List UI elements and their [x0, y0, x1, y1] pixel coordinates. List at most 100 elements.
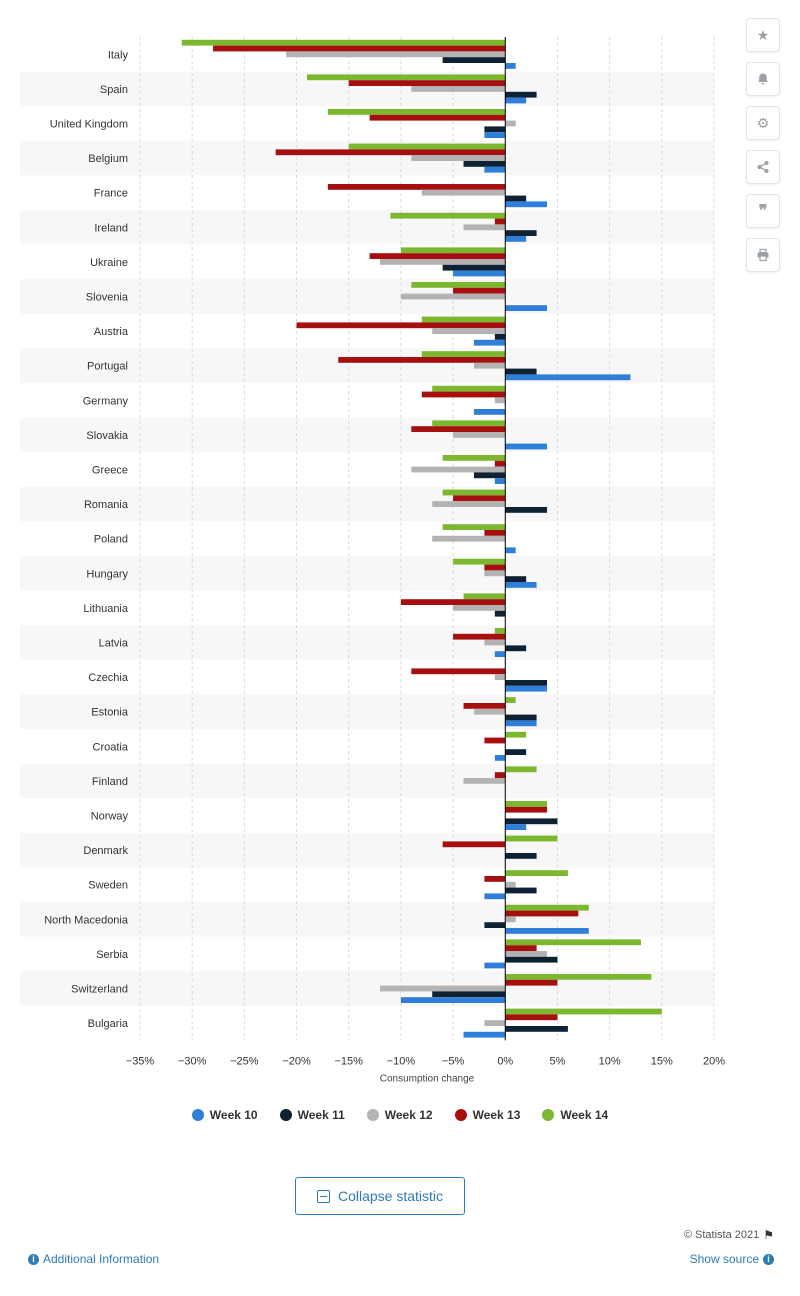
row-band	[20, 417, 714, 453]
legend-item-week-11[interactable]: Week 11	[276, 1108, 349, 1122]
bar-week-10-spain	[505, 97, 527, 104]
bar-week-13-czechia	[411, 668, 506, 675]
bar-week-13-ukraine	[369, 253, 506, 259]
bar-week-10-austria	[473, 339, 506, 346]
bar-week-14-greece	[442, 455, 506, 461]
collapse-statistic-button[interactable]: Collapse statistic	[295, 1177, 465, 1215]
star-icon[interactable]: ★	[746, 18, 780, 52]
collapse-label: Collapse statistic	[337, 1188, 444, 1204]
bar-week-14-croatia	[505, 731, 527, 738]
show-source-label: Show source	[689, 1252, 759, 1266]
bar-week-12-romania	[432, 501, 506, 507]
bar-week-12-finland	[463, 778, 506, 784]
bar-week-14-slovenia	[411, 282, 506, 288]
legend-item-week-12[interactable]: Week 12	[363, 1108, 437, 1122]
bar-week-14-latvia	[494, 628, 506, 634]
bar-week-11-portugal	[505, 368, 537, 375]
bar-week-11-ukraine	[442, 264, 506, 271]
bar-week-10-united-kingdom	[484, 132, 506, 138]
category-label: Denmark	[83, 845, 128, 857]
bar-week-10-croatia	[494, 755, 506, 761]
legend-marker	[191, 1109, 204, 1121]
bar-week-12-united-kingdom	[505, 120, 516, 127]
category-label: Sweden	[88, 880, 128, 892]
bar-week-11-greece	[473, 472, 506, 479]
category-label: Estonia	[91, 707, 129, 719]
row-band	[20, 486, 714, 522]
legend-item-week-14[interactable]: Week 14	[538, 1108, 612, 1122]
bar-week-14-italy	[181, 39, 506, 46]
bar-week-10-estonia	[505, 720, 537, 727]
category-label: Portugal	[87, 361, 128, 373]
bar-week-11-serbia	[505, 956, 558, 963]
show-source-link[interactable]: Show source i	[690, 1252, 774, 1266]
category-label: Austria	[94, 326, 129, 338]
bar-week-11-switzerland	[432, 991, 506, 998]
flag-icon[interactable]: ⚑	[763, 1228, 774, 1242]
bar-week-11-italy	[442, 57, 506, 63]
bar-week-13-denmark	[442, 841, 506, 848]
bar-week-13-finland	[494, 772, 506, 778]
x-tick-label: 0%	[497, 1055, 513, 1067]
category-label: Slovakia	[86, 430, 128, 442]
bar-week-13-ireland	[494, 218, 506, 225]
x-tick-label: 15%	[651, 1055, 673, 1067]
category-label: Norway	[91, 811, 129, 823]
additional-information-link[interactable]: i Additional Information	[28, 1252, 159, 1266]
row-band	[20, 832, 714, 868]
x-axis-title: Consumption change	[380, 1073, 475, 1084]
bar-week-12-latvia	[484, 639, 506, 646]
gear-icon[interactable]: ⚙	[746, 106, 780, 140]
bar-week-10-north-macedonia	[505, 928, 589, 934]
bar-week-11-north-macedonia	[484, 922, 506, 928]
bar-week-14-denmark	[505, 835, 558, 842]
bar-week-12-lithuania	[453, 605, 506, 611]
bar-week-13-croatia	[484, 737, 506, 744]
row-band	[20, 694, 714, 729]
category-label: Romania	[84, 499, 129, 511]
bar-week-14-lithuania	[463, 593, 506, 600]
bar-week-10-czechia	[505, 685, 548, 692]
bar-week-10-norway	[505, 824, 527, 830]
bar-week-10-portugal	[505, 374, 631, 381]
bar-week-14-finland	[505, 766, 537, 773]
quote-icon[interactable]: ❞	[746, 194, 780, 228]
bar-week-13-estonia	[463, 703, 506, 709]
bar-week-14-norway	[505, 801, 548, 807]
bar-week-10-bulgaria	[463, 1031, 506, 1038]
bar-week-11-czechia	[505, 680, 548, 686]
category-label: Germany	[83, 395, 129, 407]
copyright-text: © Statista 2021	[683, 1229, 760, 1241]
bar-week-13-belgium	[275, 149, 506, 156]
bar-week-13-united-kingdom	[369, 114, 506, 121]
legend-label: Week 10	[209, 1108, 258, 1122]
bar-week-11-france	[505, 195, 527, 202]
print-icon[interactable]	[746, 238, 780, 272]
bar-week-11-hungary	[505, 576, 527, 582]
bell-icon[interactable]	[746, 62, 780, 96]
category-label: Spain	[100, 84, 128, 96]
legend-marker	[366, 1109, 379, 1121]
bar-week-12-italy	[286, 51, 506, 58]
bar-week-10-switzerland	[400, 997, 506, 1003]
bar-week-10-latvia	[494, 651, 506, 657]
legend-item-week-10[interactable]: Week 10	[188, 1108, 262, 1122]
bar-week-13-lithuania	[400, 599, 506, 605]
category-label: France	[94, 188, 128, 200]
bar-week-12-hungary	[484, 570, 506, 577]
category-label: Switzerland	[71, 984, 128, 996]
bar-week-10-sweden	[484, 893, 506, 900]
share-icon[interactable]	[746, 150, 780, 184]
bar-week-13-slovakia	[411, 426, 506, 432]
bar-week-10-greece	[494, 478, 506, 484]
legend-item-week-13[interactable]: Week 13	[451, 1108, 525, 1122]
bar-week-12-serbia	[505, 951, 548, 957]
category-label: Finland	[92, 776, 128, 788]
category-label: Serbia	[96, 949, 129, 961]
collapse-icon	[316, 1189, 330, 1203]
category-label: Czechia	[88, 672, 129, 684]
bar-week-14-ireland	[390, 212, 506, 219]
bar-week-13-romania	[453, 495, 506, 502]
bar-week-13-serbia	[505, 945, 537, 951]
bar-week-11-latvia	[505, 645, 527, 652]
